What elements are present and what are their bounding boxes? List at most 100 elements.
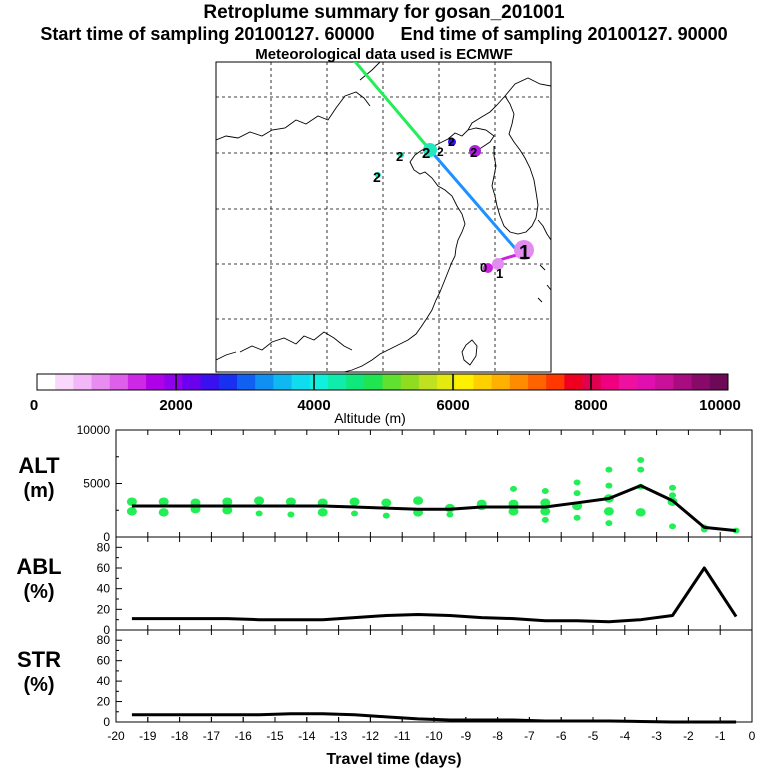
cb-tick-2000: 2000	[159, 397, 192, 414]
colorbar-swatch-22	[437, 374, 456, 390]
colorbar-swatch-21	[418, 374, 438, 390]
colorbar-swatch-28	[546, 374, 565, 390]
str-ytick-1: 20	[97, 695, 111, 709]
str-ytick-0: 0	[103, 715, 110, 729]
str-ylabel: STR	[17, 647, 61, 672]
x-tick-16: -4	[619, 729, 630, 743]
alt-scatter-point-14	[349, 497, 360, 506]
alt-ytick-2: 10000	[77, 423, 111, 437]
alt-scatter-point-18	[413, 496, 424, 505]
cb-tick-10000: 10000	[699, 397, 741, 414]
colorbar-swatch-31	[600, 374, 620, 390]
colorbar-swatch-36	[691, 374, 711, 390]
alt-scatter-point-41	[637, 466, 645, 473]
x-tick-9: -11	[394, 729, 411, 743]
trajectory-blue	[428, 149, 522, 255]
map-gridlines	[216, 62, 551, 372]
alt-scatter-point-45	[669, 492, 676, 499]
alt-scatter-point-10	[285, 497, 296, 506]
colorbar-swatch-24	[473, 374, 492, 390]
trajectory-markers: 1 0 1 2 2 2 2 2 2	[373, 135, 534, 281]
colorbar-swatch-30	[582, 374, 602, 390]
marker-3	[423, 143, 437, 157]
str-yunit: (%)	[23, 674, 54, 696]
label-1b: 1	[496, 266, 503, 281]
colorbar-swatch-29	[564, 374, 583, 390]
alt-scatter-point-16	[381, 498, 392, 508]
alt-scatter-point-38	[603, 507, 614, 516]
x-tick-0: -20	[107, 729, 125, 743]
x-tick-2: -18	[171, 729, 189, 743]
colorbar-swatch-7	[164, 374, 183, 390]
colorbar-swatch-9	[200, 374, 220, 390]
x-tick-6: -14	[298, 729, 316, 743]
alt-scatter-point-13	[317, 508, 328, 517]
colorbar-swatch-27	[527, 374, 547, 390]
marker-5	[448, 138, 456, 146]
colorbar-swatch-32	[618, 374, 638, 390]
alt-scatter-point-21	[446, 511, 454, 518]
colorbar-swatch-10	[218, 374, 238, 390]
colorbar-swatch-25	[491, 374, 511, 390]
abl-ytick-4: 80	[97, 540, 111, 554]
alt-scatter-point-39	[605, 520, 613, 527]
abl-ytick-2: 40	[97, 582, 111, 596]
str-frame	[115, 629, 753, 723]
alt-ylabel: ALT	[18, 453, 60, 478]
label-0: 0	[480, 260, 487, 275]
alt-scatter-point-2	[158, 497, 169, 506]
alt-scatter-point-17	[382, 512, 390, 519]
colorbar-swatch-6	[146, 374, 165, 390]
alt-scatter-point-36	[605, 482, 613, 489]
label-2f: 2	[373, 169, 381, 185]
panel-alt: 0 5000 10000 ALT(m)	[18, 423, 753, 544]
cb-tick-4000: 4000	[297, 397, 330, 414]
colorbar-swatch-15	[309, 374, 329, 390]
x-tick-8: -12	[362, 729, 380, 743]
alt-scatter-point-29	[540, 507, 551, 516]
cb-tick-8000: 8000	[574, 397, 607, 414]
alt-scatter-point-34	[573, 514, 581, 521]
abl-yunit: (%)	[23, 581, 54, 603]
alt-scatter-point-15	[351, 510, 358, 517]
colorbar-swatch-20	[400, 374, 420, 390]
x-tick-11: -9	[460, 729, 471, 743]
alt-scatter-point-27	[541, 488, 549, 494]
marker-2	[483, 263, 493, 273]
alt-scatter-point-8	[254, 496, 265, 505]
trajectory-map: 1 0 1 2 2 2 2 2 2	[215, 61, 552, 373]
sampling-times: Start time of sampling 20100127. 60000 En…	[0, 24, 768, 45]
alt-scatter-point-1	[126, 507, 137, 516]
alt-frame	[115, 429, 753, 538]
colorbar-swatch-17	[346, 374, 365, 390]
abl-series-line	[131, 566, 738, 624]
alt-scatter-point-35	[605, 466, 613, 473]
x-tick-4: -16	[235, 729, 253, 743]
altitude-colorbar: 0 2000 4000 6000 8000 10000 Altitude (m)	[30, 373, 741, 426]
label-1a: 1	[519, 242, 530, 264]
alt-scatter-point-31	[573, 479, 581, 486]
cb-tick-0: 0	[30, 397, 38, 414]
alt-scatter-point-43	[635, 508, 646, 517]
alt-scatter-point-0	[126, 497, 137, 506]
alt-scatter-point-30	[541, 516, 549, 523]
alt-scatter-point-40	[637, 456, 645, 463]
x-tick-3: -17	[203, 729, 221, 743]
alt-ytick-0: 0	[103, 530, 110, 544]
colorbar-swatch-3	[91, 374, 111, 390]
abl-ytick-3: 60	[97, 561, 111, 575]
x-tick-5: -15	[266, 729, 284, 743]
colorbar-swatches	[37, 374, 729, 390]
alt-scatter-point-3	[158, 508, 169, 517]
x-tick-13: -7	[524, 729, 535, 743]
colorbar-swatch-23	[455, 374, 474, 390]
x-tick-10: -10	[425, 729, 443, 743]
colorbar-swatch-11	[237, 374, 256, 390]
colorbar-swatch-0	[37, 374, 56, 390]
label-2e: 2	[437, 145, 444, 159]
str-ytick-4: 80	[97, 633, 111, 647]
colorbar-swatch-34	[655, 374, 674, 390]
marker-source	[514, 240, 534, 260]
x-axis-label: Travel time (days)	[326, 751, 461, 768]
